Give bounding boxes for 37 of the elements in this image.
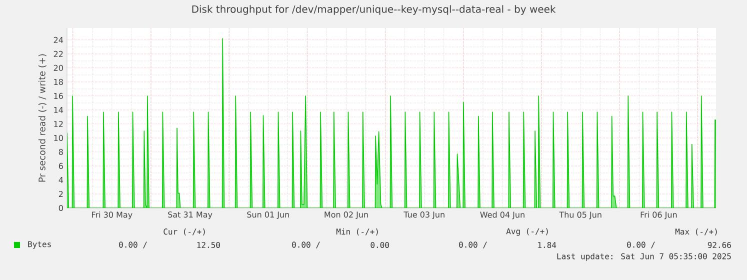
x-tick-label: Tue 03 Jun <box>404 212 444 220</box>
text: 0.00 / <box>627 242 655 248</box>
text: Avg (-/+) <box>506 228 548 236</box>
y-tick-label: 18 <box>54 78 63 85</box>
y-tick-label: 6 <box>58 162 63 169</box>
x-tick-label: Mon 02 Jun <box>324 212 368 220</box>
text: 0.00 / <box>119 242 147 248</box>
text: Max (-/+) <box>675 228 717 236</box>
text: 0.00 / <box>459 242 487 248</box>
y-tick-label: 10 <box>54 134 63 141</box>
y-tick-label: 22 <box>54 50 63 57</box>
text: Cur (-/+) <box>164 228 205 236</box>
x-tick-label: Sat 31 May <box>168 212 212 220</box>
text: 1.84 <box>538 242 556 248</box>
chart-title: Disk throughput for /dev/mapper/unique--key-mysql--data-real - by week <box>192 5 556 15</box>
text: 92.66 <box>708 242 731 248</box>
x-tick-label: Fri 06 Jun <box>640 212 677 220</box>
x-tick-label: Thu 05 Jun <box>559 212 602 220</box>
y-tick-label: 4 <box>58 177 64 183</box>
y-tick-label: 2 <box>58 191 63 197</box>
x-tick-label: Fri 30 May <box>92 212 132 220</box>
x-tick-label: Wed 04 Jun <box>480 212 524 220</box>
text: 12.50 <box>197 242 220 248</box>
y-tick-label: 14 <box>54 107 64 113</box>
y-tick-label: 8 <box>58 148 63 155</box>
x-tick-label: Sun 01 Jun <box>247 212 289 220</box>
text: Last update: Sat Jun 7 05:35:00 2025 <box>557 253 731 261</box>
legend-label: Bytes <box>28 241 51 249</box>
text: 0.00 <box>370 242 389 248</box>
y-tick-label: 12 <box>54 120 63 127</box>
text: Min (-/+) <box>336 228 378 236</box>
y-tick-label: 16 <box>54 92 63 99</box>
text: 0.00 / <box>292 242 320 248</box>
y-axis-title: Pr second read (-) / write (+) <box>38 54 46 182</box>
y-tick-label: 0 <box>58 204 63 212</box>
y-tick-label: 24 <box>54 36 64 43</box>
y-tick-label: 20 <box>54 64 63 71</box>
